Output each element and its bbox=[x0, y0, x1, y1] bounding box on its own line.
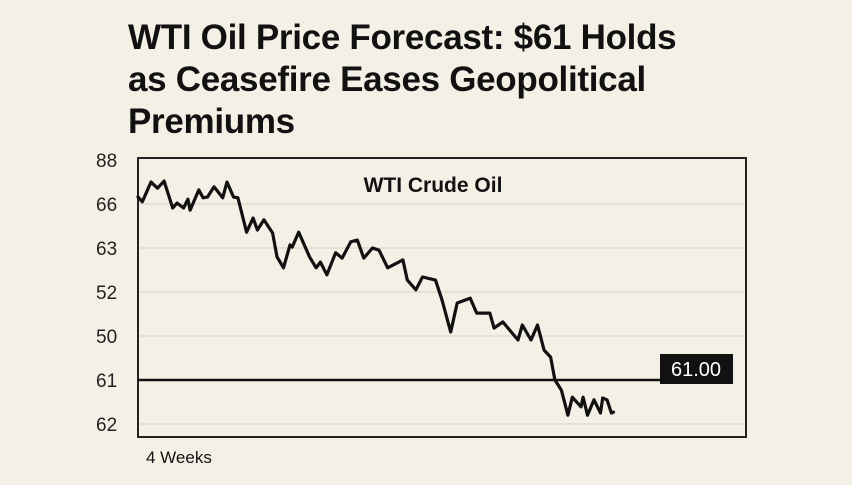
y-tick-label: 61 bbox=[96, 371, 117, 392]
y-tick-label: 52 bbox=[96, 283, 117, 304]
reference-line-group: 61.00 bbox=[138, 354, 733, 384]
chart-title: WTI Crude Oil bbox=[364, 174, 503, 197]
y-tick-label: 66 bbox=[96, 195, 117, 216]
y-tick-label: 63 bbox=[96, 239, 117, 260]
headline-line-1: WTI Oil Price Forecast: $61 Holds bbox=[128, 18, 677, 57]
gridlines bbox=[138, 203, 746, 425]
reference-value-badge bbox=[660, 354, 733, 384]
price-series-line bbox=[136, 179, 616, 417]
plot-frame bbox=[137, 157, 747, 438]
y-tick-label: 62 bbox=[96, 415, 117, 436]
y-tick-label: 50 bbox=[96, 327, 117, 348]
reference-value-label: 61.00 bbox=[671, 359, 721, 381]
headline-line-3: Premiums bbox=[128, 102, 295, 141]
y-axis-ticks: 88 66 63 52 50 61 62 bbox=[96, 151, 117, 436]
y-tick-label: 88 bbox=[96, 151, 117, 172]
x-axis-label: 4 Weeks bbox=[146, 448, 212, 467]
page-headline: WTI Oil Price Forecast: $61 Holds as Cea… bbox=[128, 17, 808, 143]
headline-line-2: as Ceasefire Eases Geopolitical bbox=[128, 60, 646, 99]
